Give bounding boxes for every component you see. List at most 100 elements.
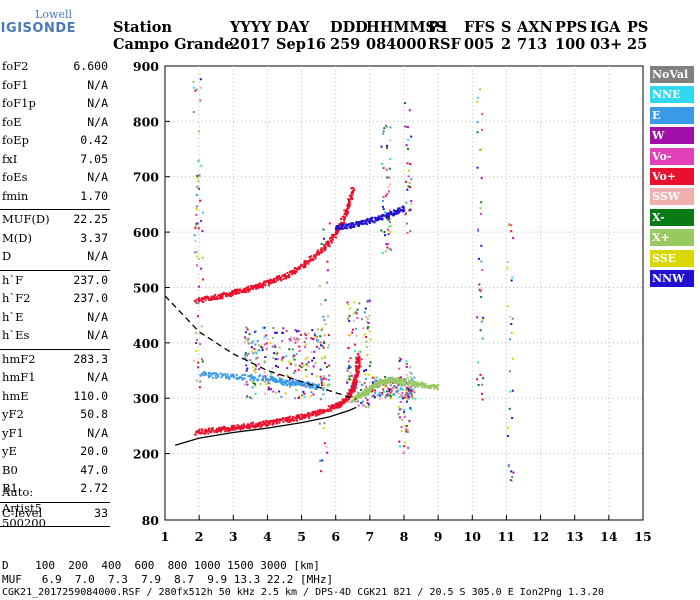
echo-dot [361,318,364,321]
echo-dot [253,348,256,351]
trace-point [393,382,396,385]
echo-dot [368,330,371,333]
trace-point [319,251,322,254]
trace-point [427,386,430,389]
trace-point [228,377,231,380]
echo-dot [477,229,480,232]
echo-dot [386,176,389,179]
param-separator [0,209,110,210]
echo-dot [399,386,402,389]
trace-point [359,221,362,224]
echo-dot [366,300,369,303]
trace-point [224,373,227,376]
trace-point [214,430,217,433]
param-name: MUF(D) [2,212,50,226]
echo-dot [269,341,272,344]
trace-point [303,383,306,386]
echo-dot [397,388,400,391]
echo-dot [195,255,198,258]
echo-dot [355,334,358,337]
trace-point [287,418,290,421]
trace-point [233,425,236,428]
trace-point [245,424,248,427]
echo-dot [372,394,375,397]
echo-dot [247,337,250,340]
trace-point [284,417,287,420]
echo-dot [304,368,307,371]
echo-dot [256,356,259,359]
trace-point [400,378,403,381]
echo-dot [481,269,484,272]
echo-dot [312,393,315,396]
echo-dot [297,329,300,332]
echo-dot [360,383,363,386]
echo-dot [194,251,197,254]
echo-dot [404,213,407,216]
echo-dot [357,391,360,394]
trace-point [329,408,332,411]
trace-point [275,275,278,278]
trace-point [321,409,324,412]
trace-point [302,414,305,417]
echo-dot [264,334,267,337]
header-row1-cell: P1 [428,19,449,36]
echo-dot [267,388,270,391]
echo-dot [404,396,407,399]
trace-point [304,382,307,385]
echo-dot [196,222,199,225]
echo-dot [200,358,203,361]
echo-dot [318,422,321,425]
trace-point [386,214,389,217]
trace-point [284,277,287,280]
trace-point [352,186,355,189]
trace-point [277,276,280,279]
echo-dot [197,187,200,190]
echo-dot [399,358,402,361]
trace-point [220,376,223,379]
echo-dot [314,336,317,339]
trace-point [197,430,200,433]
trace-point [297,414,300,417]
trace-point [252,376,255,379]
echo-dot [323,442,326,445]
trace-point [270,282,273,285]
trace-point [254,376,257,379]
legend-item: SSW [650,188,694,206]
echo-dot [407,397,410,400]
echo-dot [478,283,481,286]
echo-dot [368,364,371,367]
echo-dot [476,361,479,364]
trace-point [346,227,349,230]
echo-dot [312,337,315,340]
trace-point [365,218,368,221]
trace-point [200,297,203,300]
echo-dot [387,393,390,396]
echo-dot [275,353,278,356]
trace-point [400,209,403,212]
echo-dot [366,398,369,401]
trace-point [354,396,357,399]
header-row2-cell: RSF [428,36,461,53]
trace-point [240,424,243,427]
echo-dot [245,395,248,398]
echo-dot [407,446,410,449]
echo-dot [256,349,259,352]
trace-point [350,395,353,398]
header-row1-cell: Station [113,19,172,36]
trace-point [275,277,278,280]
echo-dot [324,323,327,326]
trace-point [338,402,341,405]
echo-dot [362,383,365,386]
header-row1-cell: HHMMSS [366,19,447,36]
echo-dot [367,403,370,406]
trace-point [214,297,217,300]
trace-point [379,384,382,387]
trace-point [241,427,244,430]
echo-dot [244,356,247,359]
echo-dot [476,228,479,231]
trace-point [237,377,240,380]
trace-point [290,270,293,273]
trace-point [357,371,360,374]
echo-dot [387,190,390,193]
x-tick-label: 2 [195,529,204,544]
